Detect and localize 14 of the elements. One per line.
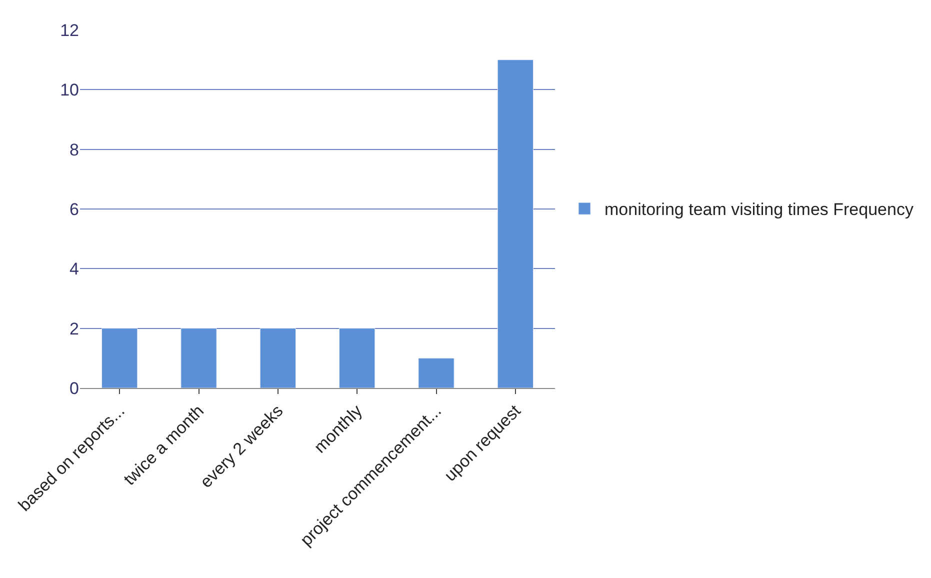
y-tick-label: 2 <box>70 319 79 338</box>
bar <box>180 328 217 388</box>
legend-label: monitoring team visiting times Frequency <box>604 200 914 220</box>
bar <box>497 60 534 388</box>
bar <box>418 358 454 388</box>
y-tick-label: 6 <box>70 200 79 219</box>
bar <box>102 328 138 388</box>
bar <box>339 328 376 388</box>
y-tick-label: 4 <box>70 260 79 279</box>
y-tick-label: 12 <box>60 20 79 40</box>
y-tick-label: 8 <box>70 140 79 160</box>
bar <box>260 328 296 388</box>
y-tick-label: 10 <box>60 80 79 100</box>
y-tick-label: 0 <box>70 378 79 398</box>
